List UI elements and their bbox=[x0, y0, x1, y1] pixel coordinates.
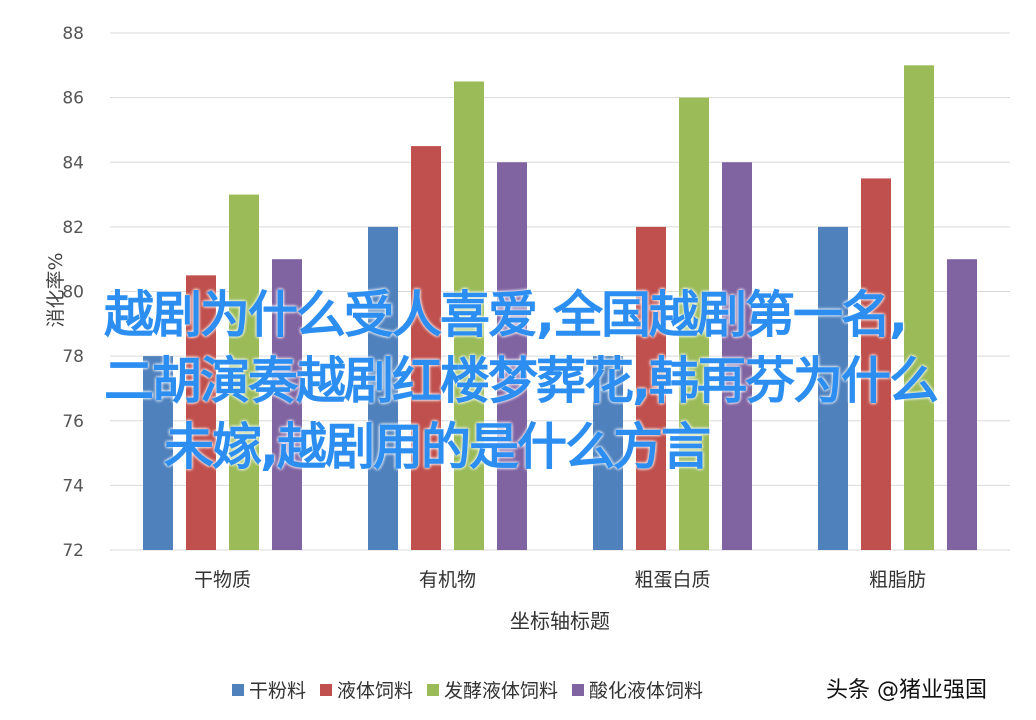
bar bbox=[368, 226, 398, 550]
y-tick-label: 82 bbox=[62, 218, 84, 238]
y-axis-title: 消化率% bbox=[45, 252, 67, 327]
bar bbox=[861, 178, 891, 550]
bar bbox=[722, 162, 752, 550]
legend: 干粉料 液体饲料 发酵液体饲料 酸化液体饲料 bbox=[232, 676, 703, 703]
legend-swatch bbox=[232, 683, 244, 696]
overlay-line: 越剧为什么受人喜爱,全国越剧第一名, bbox=[104, 286, 908, 344]
y-tick-label: 84 bbox=[62, 153, 84, 173]
y-tick-label: 76 bbox=[62, 412, 84, 432]
legend-label: 酸化液体饲料 bbox=[589, 680, 704, 702]
bar bbox=[272, 259, 302, 550]
y-tick-label: 86 bbox=[62, 89, 84, 109]
legend-swatch bbox=[320, 683, 333, 696]
bar bbox=[947, 259, 977, 550]
bar bbox=[143, 356, 173, 550]
x-tick-label: 有机物 bbox=[419, 569, 476, 591]
y-tick-label: 78 bbox=[62, 347, 84, 367]
overlay-title: 越剧为什么受人喜爱,全国越剧第一名, 二胡演奏越剧红楼梦葬花,韩再芬为什么 未嫁… bbox=[104, 282, 1034, 480]
legend-item: 干粉料 bbox=[232, 676, 306, 703]
y-tick-label: 72 bbox=[62, 541, 84, 561]
legend-item: 液体饲料 bbox=[320, 676, 413, 703]
y-tick-label: 80 bbox=[62, 283, 84, 303]
legend-item: 酸化液体饲料 bbox=[572, 676, 703, 703]
x-axis-title: 坐标轴标题 bbox=[510, 609, 610, 633]
legend-label: 发酵液体饲料 bbox=[444, 680, 559, 702]
legend-label: 干粉料 bbox=[249, 680, 307, 702]
x-tick-label: 粗蛋白质 bbox=[634, 569, 710, 591]
bar bbox=[454, 81, 484, 550]
watermark: 头条 @猪业强国 bbox=[826, 678, 987, 703]
bar bbox=[679, 97, 709, 550]
x-tick-label: 干物质 bbox=[194, 569, 251, 591]
legend-swatch bbox=[427, 683, 440, 696]
y-tick-label: 74 bbox=[62, 476, 84, 496]
bar bbox=[636, 226, 666, 550]
overlay-line: 未嫁,越剧用的是什么方言 bbox=[164, 418, 711, 476]
legend-swatch bbox=[572, 683, 585, 696]
overlay-line: 二胡演奏越剧红楼梦葬花,韩再芬为什么 bbox=[104, 352, 939, 410]
bar bbox=[818, 226, 848, 550]
bar bbox=[497, 162, 527, 550]
legend-item: 发酵液体饲料 bbox=[427, 676, 558, 703]
bar bbox=[904, 65, 934, 550]
legend-label: 液体饲料 bbox=[337, 680, 414, 702]
bar bbox=[186, 275, 216, 550]
y-tick-label: 88 bbox=[62, 24, 84, 44]
bar bbox=[411, 146, 441, 550]
bar bbox=[229, 194, 259, 550]
bar bbox=[593, 356, 623, 550]
x-tick-label: 粗脂肪 bbox=[869, 569, 926, 591]
